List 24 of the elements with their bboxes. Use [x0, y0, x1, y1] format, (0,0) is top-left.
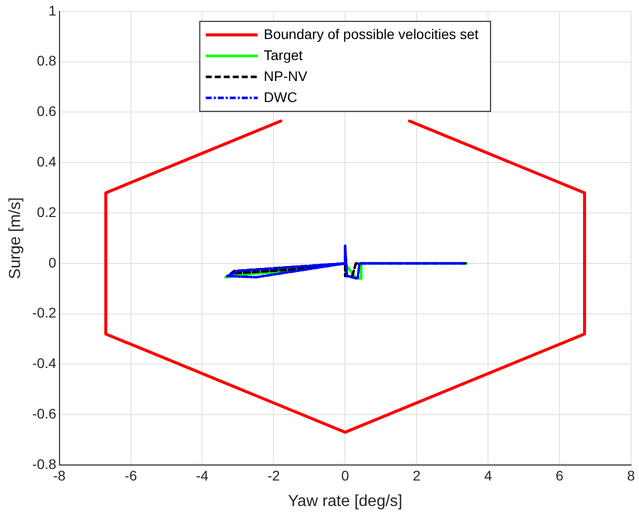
x-tick-label: -6 — [124, 467, 138, 484]
y-axis-title: Surge [m/s] — [7, 197, 24, 280]
x-axis-title: Yaw rate [deg/s] — [288, 492, 402, 510]
y-tick-label: 0.6 — [36, 103, 57, 120]
legend-label: NP-NV — [264, 68, 308, 84]
x-tick-label: 4 — [484, 467, 492, 484]
legend-label: Target — [264, 46, 303, 63]
x-tick-label: -2 — [267, 467, 280, 484]
legend-label: DWC — [264, 88, 298, 105]
x-tick-label: 8 — [627, 467, 636, 484]
y-tick-label: -0.4 — [32, 355, 57, 372]
y-tick-label: -0.8 — [32, 456, 57, 472]
y-tick-label: 0.8 — [36, 52, 57, 69]
y-tick-label: 1 — [48, 2, 57, 18]
x-tick-label: -4 — [196, 467, 209, 484]
y-tick-label: 0 — [48, 254, 57, 270]
y-tick-label: 0.2 — [36, 204, 57, 220]
y-tick-label: -0.6 — [32, 405, 57, 422]
y-tick-label: -0.2 — [32, 304, 57, 321]
x-tick-label: 6 — [556, 467, 564, 484]
x-tick-label: 2 — [412, 467, 421, 484]
y-tick-label: 0.4 — [36, 153, 57, 170]
legend-label: Boundary of possible velocities set — [264, 26, 479, 42]
x-tick-label: 0 — [341, 467, 350, 484]
